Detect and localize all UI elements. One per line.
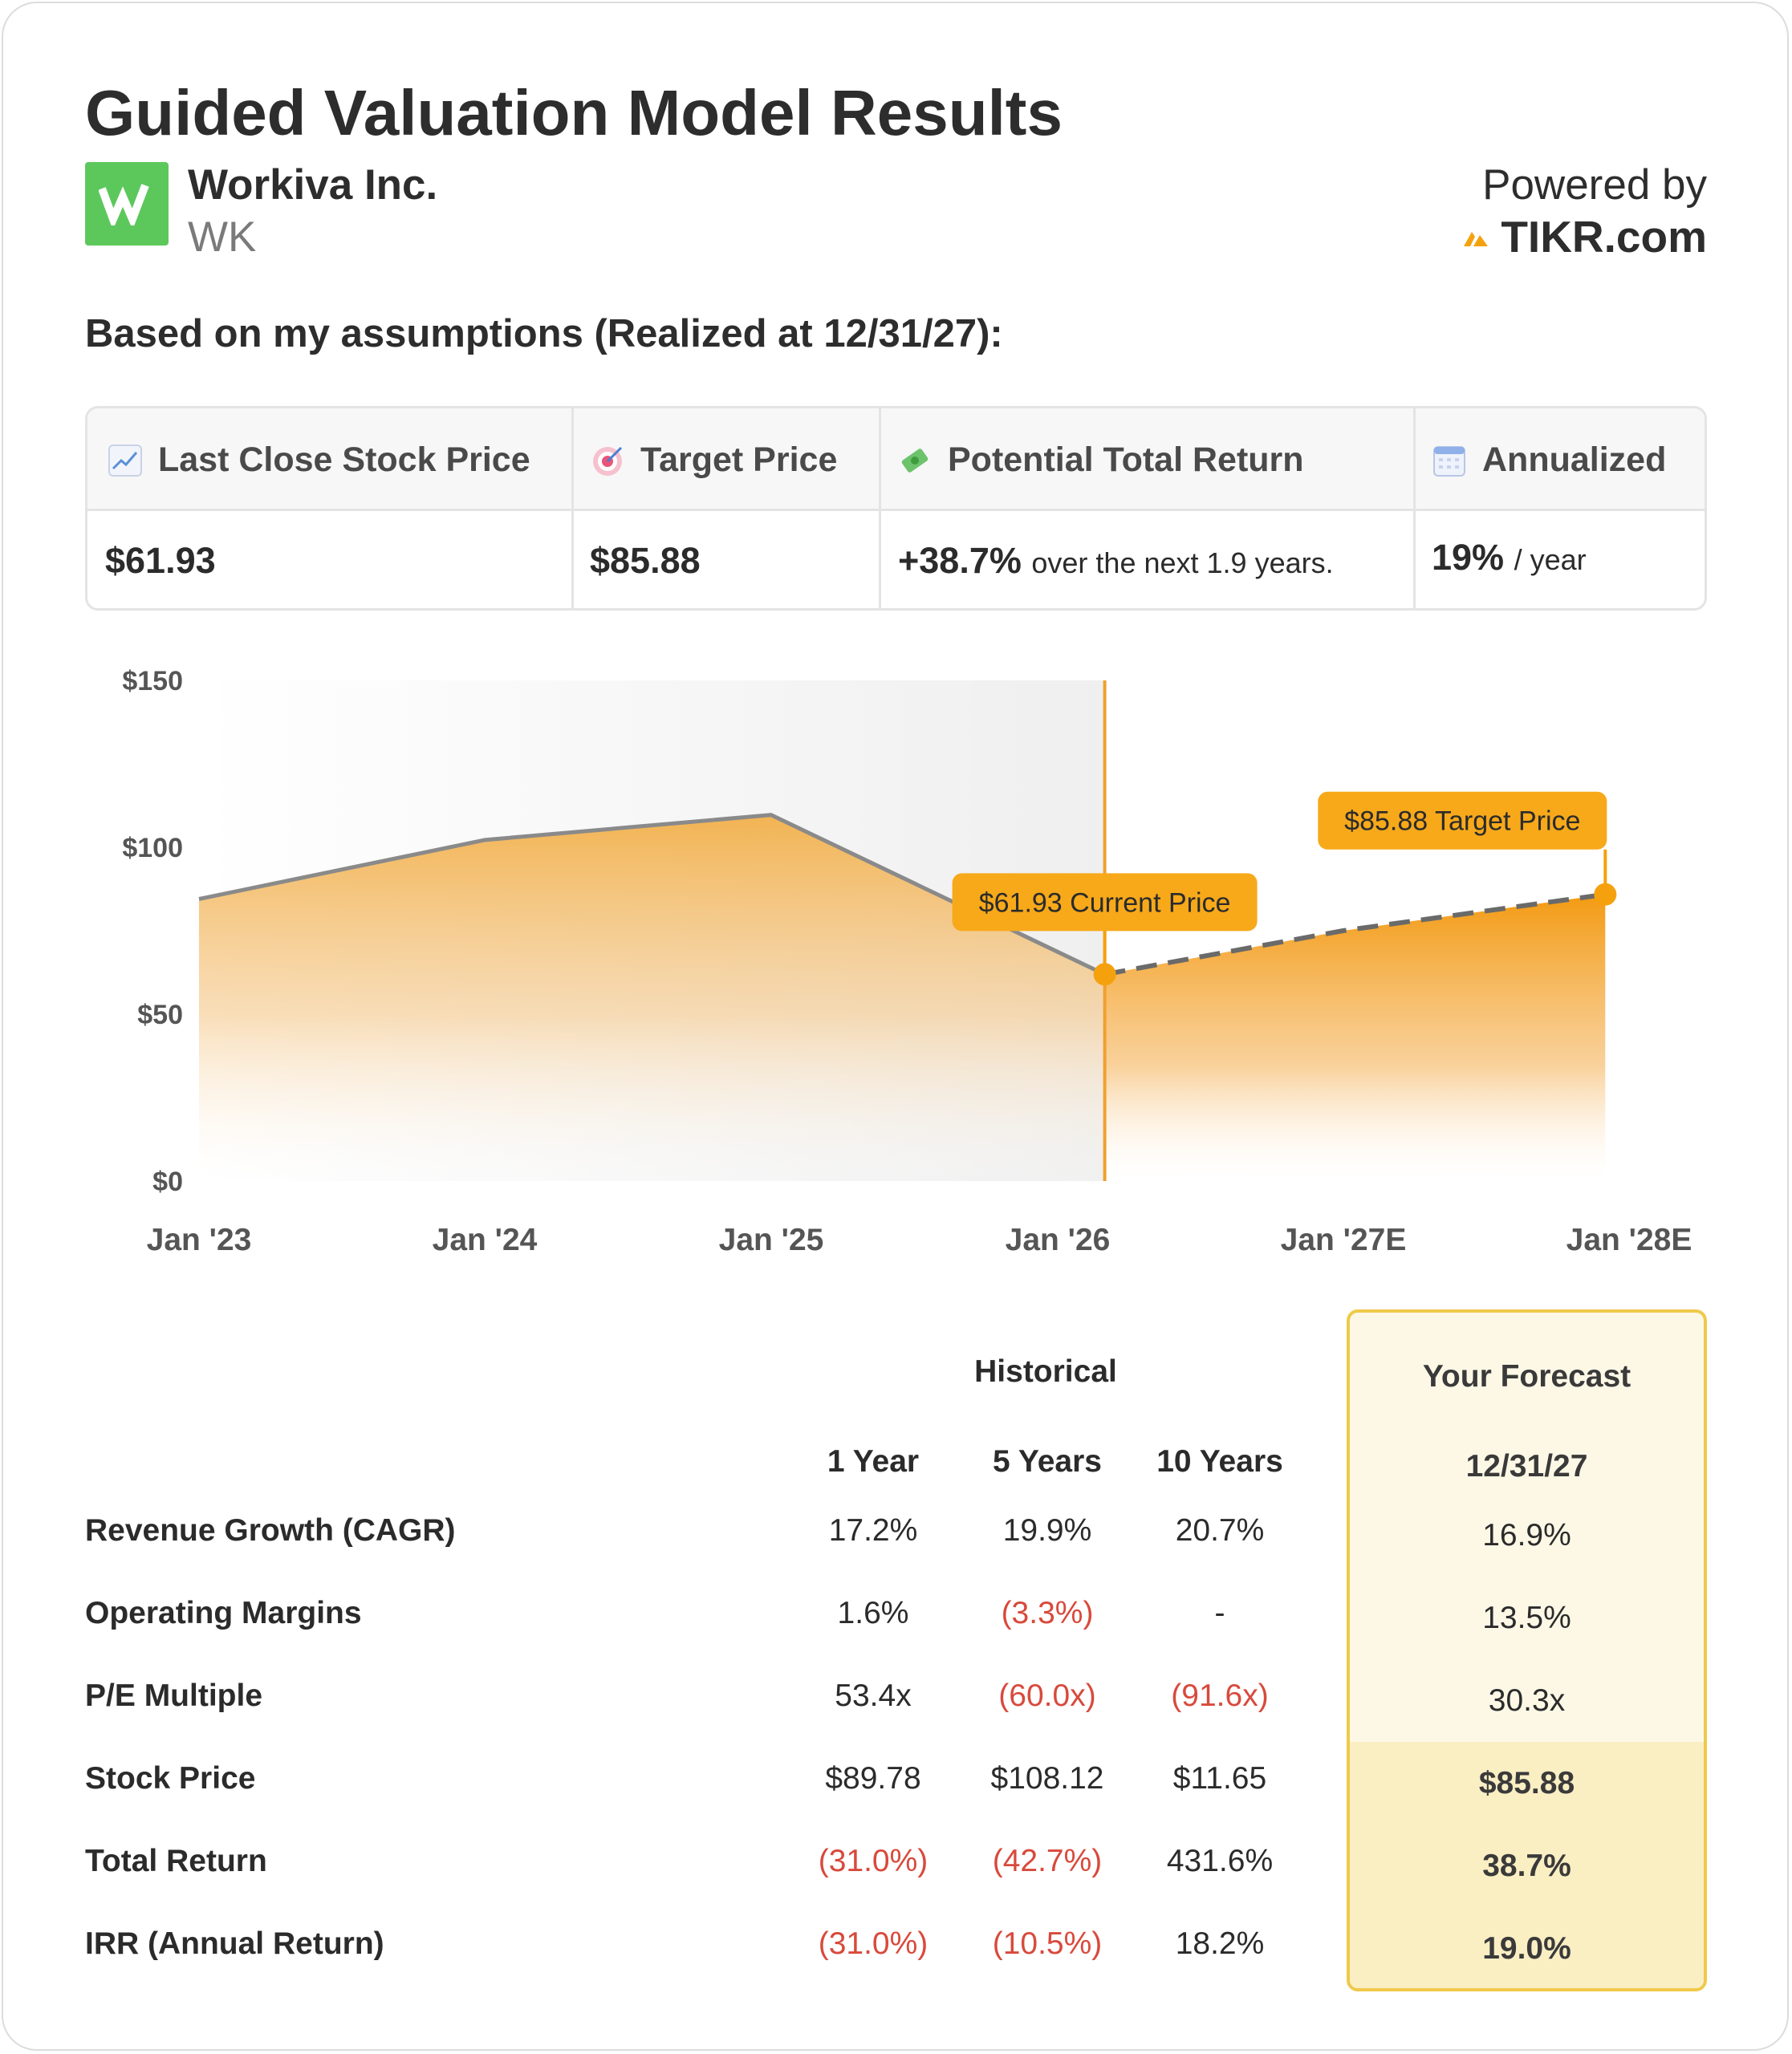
- table-cell: 18.2%: [1175, 1926, 1265, 1961]
- row-label: Stock Price: [85, 1761, 256, 1796]
- header-potential-return: Potential Total Return: [898, 440, 1304, 480]
- money-icon: [901, 448, 929, 473]
- row-label: IRR (Annual Return): [85, 1926, 384, 1961]
- table-cell: 19.9%: [1002, 1513, 1092, 1548]
- table-cell: (60.0x): [998, 1679, 1096, 1713]
- x-tick-label: Jan '24: [433, 1223, 538, 1257]
- col-5-years: 5 Years: [993, 1444, 1102, 1479]
- forecast-area: [1104, 894, 1606, 1181]
- tikr-brand[interactable]: TIKR.com: [1462, 211, 1707, 262]
- forecast-results-band: [1350, 1742, 1704, 1988]
- table-cell: (10.5%): [992, 1926, 1103, 1961]
- y-tick-label: $100: [122, 833, 183, 863]
- table-cell: 17.2%: [828, 1513, 918, 1548]
- table-cell: 431.6%: [1166, 1844, 1274, 1878]
- table-cell: (42.7%): [992, 1844, 1103, 1878]
- forecast-stock-price: $85.88: [1478, 1766, 1575, 1800]
- return-note: over the next 1.9 years.: [1031, 546, 1334, 579]
- stats-table: Last Close Stock Price Target Price Pote…: [85, 406, 1707, 611]
- y-tick-label: $50: [137, 1000, 183, 1030]
- potential-return-value: +38.7% over the next 1.9 years.: [898, 540, 1334, 582]
- target-price-value: $85.88: [590, 540, 701, 581]
- y-tick-label: $150: [122, 666, 183, 696]
- return-percent: +38.7%: [898, 540, 1022, 581]
- forecast-revenue-growth: 16.9%: [1482, 1518, 1571, 1553]
- target-price-callout-box: [1318, 791, 1607, 850]
- column-divider: [879, 408, 881, 608]
- forecast-date: 12/31/27: [1465, 1449, 1588, 1484]
- x-tick-label: Jan '23: [147, 1223, 252, 1257]
- calendar-icon: [1433, 445, 1465, 477]
- target-icon: [593, 446, 623, 476]
- table-cell: (91.6x): [1171, 1679, 1269, 1713]
- forecast-line: [1104, 891, 1606, 977]
- x-tick-label: Jan '25: [719, 1223, 824, 1257]
- annualized-percent: 19%: [1432, 537, 1505, 578]
- price-chart: $150 $100 $50 $0 Jan '23 Jan '24 Jan '25 Jan '2…: [122, 666, 1692, 1257]
- historical-area: [199, 814, 1105, 1181]
- row-label: P/E Multiple: [85, 1679, 263, 1713]
- annualized-note: / year: [1514, 543, 1587, 576]
- table-cell: (3.3%): [1001, 1596, 1094, 1630]
- row-label: Total Return: [85, 1844, 267, 1878]
- header-target-price: Target Price: [591, 440, 837, 480]
- forecast-pe-multiple: 30.3x: [1488, 1683, 1566, 1718]
- forecast-total-return: 38.7%: [1482, 1849, 1571, 1883]
- table-cell: 20.7%: [1175, 1513, 1265, 1548]
- annualized-value: 19% / year: [1432, 537, 1587, 578]
- table-cell: $108.12: [990, 1761, 1104, 1796]
- price-marker: [1594, 883, 1617, 906]
- company-ticker: WK: [188, 213, 257, 261]
- historical-label: Historical: [974, 1354, 1117, 1389]
- table-cell: $89.78: [825, 1761, 921, 1796]
- assumptions-label: Based on my assumptions (Realized at 12/…: [85, 312, 1003, 355]
- table-cell: 1.6%: [837, 1596, 909, 1630]
- historical-line: [198, 813, 1106, 976]
- row-label: Operating Margins: [85, 1596, 362, 1630]
- company-name: Workiva Inc.: [188, 161, 438, 209]
- x-tick-label: Jan '28E: [1566, 1223, 1692, 1257]
- table-cell: -: [1214, 1596, 1225, 1630]
- col-1-year: 1 Year: [827, 1444, 920, 1479]
- x-tick-label: Jan '26: [1006, 1223, 1111, 1257]
- table-cell: $11.65: [1172, 1761, 1267, 1796]
- current-price-callout-label: $61.93 Current Price: [979, 887, 1231, 918]
- tikr-logo-icon: [1464, 232, 1489, 246]
- forecast-panel: Your Forecast 12/31/27 16.9% 13.5% 30.3x…: [1347, 1309, 1707, 1991]
- header-last-close: Last Close Stock Price: [108, 440, 530, 480]
- page-title: Guided Valuation Model Results: [85, 77, 1063, 148]
- powered-by-label: Powered by: [1482, 161, 1707, 209]
- column-divider: [571, 408, 574, 608]
- column-divider: [1413, 408, 1416, 608]
- current-price-callout-box: [952, 873, 1258, 932]
- x-tick-label: Jan '27E: [1281, 1223, 1407, 1257]
- table-cell: (31.0%): [818, 1926, 929, 1961]
- header-annualized: Annualized: [1432, 440, 1666, 480]
- y-tick-label: $0: [152, 1167, 183, 1197]
- target-price-callout-label: $85.88 Target Price: [1344, 806, 1580, 837]
- table-cell: (31.0%): [818, 1844, 929, 1878]
- chart-up-icon: [108, 444, 142, 477]
- last-close-value: $61.93: [105, 540, 216, 581]
- col-10-years: 10 Years: [1156, 1444, 1283, 1479]
- table-cell: 53.4x: [835, 1679, 912, 1713]
- company-logo: [85, 162, 169, 246]
- price-marker: [1093, 963, 1116, 986]
- forecast-irr: 19.0%: [1482, 1931, 1571, 1966]
- forecast-operating-margins: 13.5%: [1482, 1601, 1571, 1635]
- tikr-brand-label: TIKR.com: [1501, 212, 1707, 262]
- workiva-logo-icon: [99, 184, 149, 225]
- forecast-label: Your Forecast: [1422, 1359, 1631, 1394]
- row-label: Revenue Growth (CAGR): [85, 1513, 456, 1548]
